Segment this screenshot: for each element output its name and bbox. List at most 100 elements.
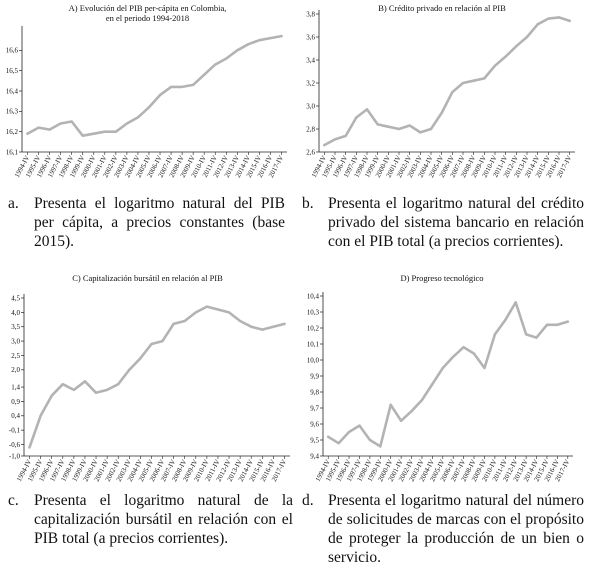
- data-point: [172, 322, 175, 325]
- y-tick-label: -1,0: [9, 452, 21, 460]
- y-tick-label: 0,9: [11, 398, 20, 406]
- caption-a: a. Presenta el logaritmo natural del PIB…: [8, 194, 285, 254]
- chart-subtitle-a: en el periodo 1994-2018: [105, 13, 190, 23]
- data-point: [280, 35, 283, 38]
- y-tick-label: -0,6: [9, 441, 21, 449]
- caption-a-text: Presenta el logaritmo natural del PIB pe…: [34, 195, 285, 250]
- y-tick-label: 16,6: [6, 47, 19, 55]
- data-point: [420, 398, 424, 402]
- y-tick-label: 2,5: [11, 352, 20, 360]
- data-point: [92, 132, 95, 135]
- data-point: [504, 55, 507, 58]
- data-point: [147, 106, 151, 109]
- data-point: [408, 124, 411, 127]
- data-point: [514, 301, 517, 304]
- data-point: [214, 63, 217, 66]
- chart-svg-d: 9,49,59,69,79,89,910,010,110,210,310,419…: [307, 292, 573, 483]
- data-point: [150, 342, 153, 346]
- data-point: [227, 311, 231, 314]
- data-point: [536, 23, 539, 26]
- data-point: [239, 319, 242, 323]
- data-point: [365, 108, 369, 111]
- data-point: [525, 35, 529, 39]
- y-tick-label: 2,8: [306, 125, 315, 133]
- series-line-a: [26, 34, 283, 137]
- data-point: [419, 131, 422, 134]
- data-point: [37, 126, 40, 129]
- data-point: [128, 368, 131, 371]
- data-point: [258, 39, 261, 42]
- data-point: [483, 366, 486, 370]
- data-point: [566, 320, 569, 323]
- data-point: [50, 394, 53, 397]
- data-point: [158, 93, 162, 97]
- series-line-c: [28, 305, 286, 449]
- caption-b-text: Presenta el logaritmo natural del crédit…: [328, 195, 584, 250]
- data-point: [272, 325, 275, 328]
- data-point: [28, 446, 31, 449]
- y-tick-label: 4,0: [11, 309, 20, 317]
- data-point: [250, 325, 253, 328]
- y-tick-label: 10,1: [307, 340, 320, 348]
- data-point: [545, 323, 549, 326]
- data-point: [283, 322, 286, 325]
- data-point: [358, 424, 361, 427]
- data-point: [337, 442, 340, 445]
- data-point: [26, 132, 29, 135]
- y-tick-label: 10,3: [307, 308, 320, 316]
- data-point: [451, 91, 454, 94]
- chart-svg-b: 2,62,83,03,23,43,63,81994-IV1995-IV1996-…: [306, 10, 575, 179]
- y-tick-label: 16,5: [6, 67, 19, 75]
- data-point: [83, 380, 87, 383]
- y-tick-label: 10,0: [307, 356, 320, 364]
- y-tick-label: 9,9: [310, 372, 319, 380]
- y-tick-label: 10,2: [307, 324, 320, 332]
- y-tick-label: 9,4: [310, 452, 319, 460]
- data-point: [139, 357, 142, 360]
- data-point: [347, 430, 351, 434]
- data-point: [323, 144, 326, 147]
- chart-title-d: D) Progreso tecnológico: [400, 273, 484, 283]
- chart-panel-b: B) Crédito privado en relación al PIB 2,…: [295, 0, 589, 186]
- data-point: [483, 77, 486, 80]
- data-point: [441, 366, 444, 370]
- chart-title-c: C) Capitalización bursátil en relación a…: [72, 273, 223, 283]
- data-point: [72, 388, 75, 392]
- data-point: [462, 346, 465, 349]
- data-point: [440, 111, 443, 114]
- y-tick-label: 10,4: [307, 292, 320, 300]
- data-point: [169, 85, 173, 89]
- data-point: [94, 391, 98, 394]
- y-tick-label: 1,4: [11, 383, 20, 391]
- caption-c-label: c.: [8, 492, 19, 509]
- caption-d-text: Presenta el logaritmo natural del número…: [328, 492, 584, 566]
- data-point: [504, 318, 507, 322]
- data-point: [81, 134, 84, 137]
- y-tick-label: -0,1: [9, 427, 21, 435]
- data-point: [183, 319, 186, 323]
- caption-a-label: a.: [8, 195, 19, 212]
- data-point: [379, 445, 382, 448]
- data-point: [39, 414, 42, 417]
- y-tick-label: 2,6: [306, 148, 315, 156]
- data-point: [557, 16, 561, 19]
- chart-svg-a: 16,116,216,316,416,516,61994-IV1995-IV19…: [6, 26, 287, 179]
- data-point: [525, 333, 528, 336]
- data-point: [194, 311, 197, 314]
- y-tick-label: 3,0: [11, 337, 20, 345]
- data-point: [344, 134, 347, 137]
- data-point: [472, 79, 475, 82]
- caption-b-label: b.: [302, 195, 314, 212]
- data-point: [568, 19, 571, 22]
- series-line-d: [326, 301, 570, 448]
- chart-panel-a: A) Evolución del PIB per-cápita en Colom…: [0, 0, 295, 186]
- y-tick-label: 4,5: [11, 294, 20, 302]
- data-point: [59, 122, 62, 125]
- data-point: [61, 383, 64, 386]
- y-tick-label: 16,1: [6, 148, 19, 156]
- chart-svg-c: -1,0-0,6-0,10,40,91,42,02,53,03,54,04,51…: [9, 294, 290, 483]
- y-tick-label: 9,6: [310, 420, 319, 428]
- data-point: [376, 123, 379, 126]
- data-point: [429, 127, 433, 131]
- data-point: [203, 73, 206, 76]
